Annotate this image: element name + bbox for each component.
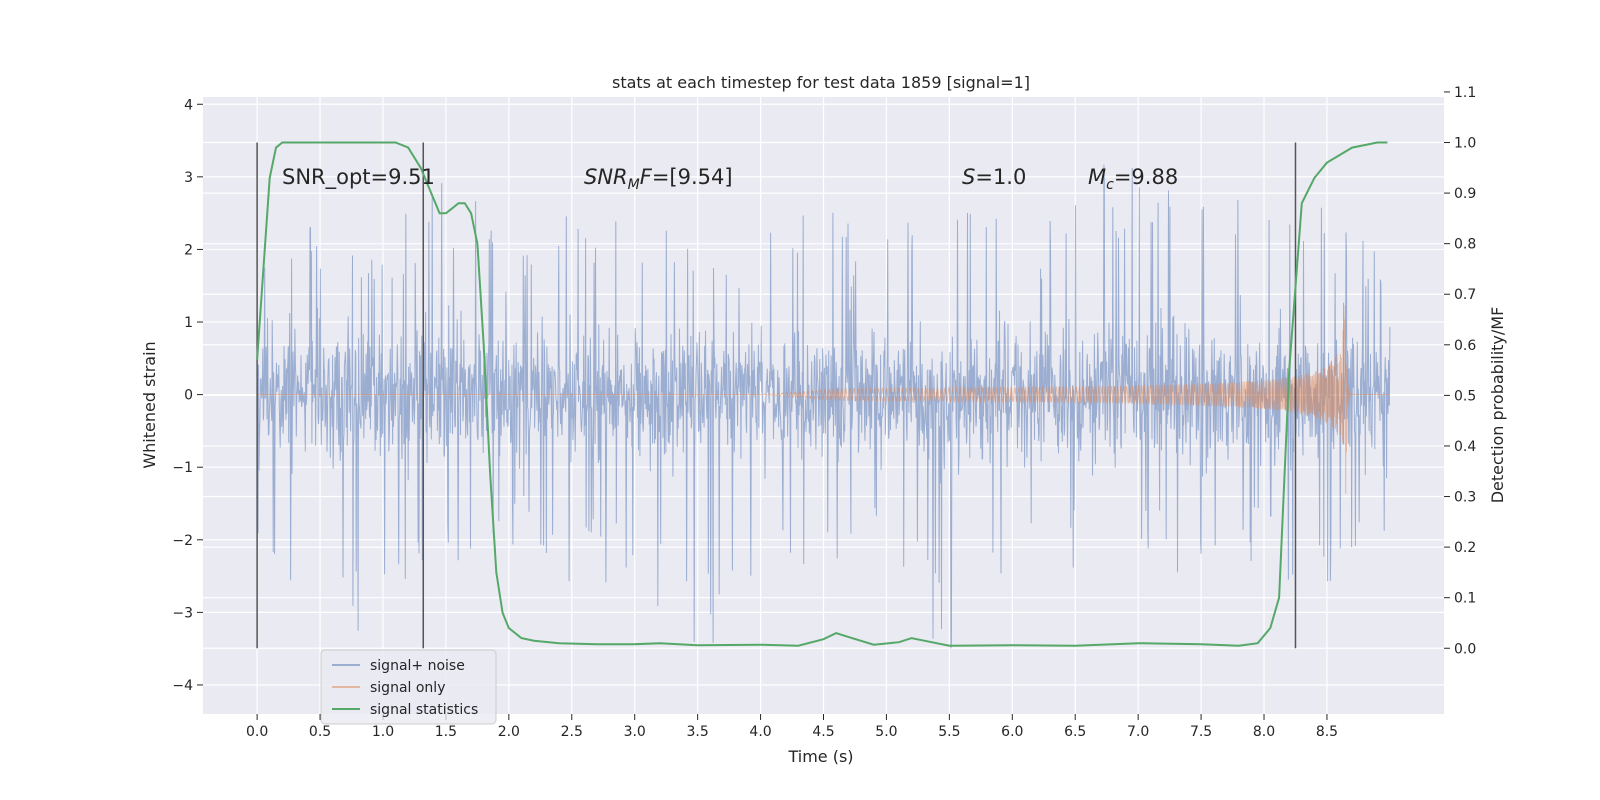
y-left-tick-label: 1 xyxy=(184,315,193,331)
annotation-snr-mf-value: =[9.54] xyxy=(652,165,733,189)
y-right-tick-label: 0.4 xyxy=(1454,439,1476,455)
x-tick-label: 2.5 xyxy=(561,724,583,740)
y-left-tick-label: 4 xyxy=(184,97,193,113)
y-right-tick-label: 0.0 xyxy=(1454,641,1476,657)
y-left-tick-label: −4 xyxy=(172,678,193,694)
y-left-tick-label: −2 xyxy=(172,533,193,549)
legend: signal+ noise signal only signal statist… xyxy=(320,649,497,725)
y-axis-right-label: Detection probability/MF xyxy=(1488,307,1507,504)
annotation-mc-value-text: =9.88 xyxy=(1114,165,1178,189)
legend-box xyxy=(320,649,497,725)
y-right-tick-label: 0.2 xyxy=(1454,540,1476,556)
x-tick-label: 7.5 xyxy=(1190,724,1212,740)
chart-title: stats at each timestep for test data 185… xyxy=(612,73,1030,92)
annotation-snr-opt: SNR_opt=9.51 xyxy=(282,165,435,190)
y-right-tick-label: 0.5 xyxy=(1454,388,1476,404)
x-tick-label: 2.0 xyxy=(498,724,520,740)
x-tick-label: 7.0 xyxy=(1127,724,1149,740)
y-right-tick-label: 1.0 xyxy=(1454,136,1476,152)
legend-label-signal-noise: signal+ noise xyxy=(370,658,465,674)
y-left-tick-label: −1 xyxy=(172,460,193,476)
x-tick-label: 4.0 xyxy=(749,724,771,740)
series-signal-only xyxy=(257,305,1390,494)
signal-noise-line xyxy=(256,164,1391,649)
x-tick-label: 1.5 xyxy=(435,724,457,740)
y-right-tick-label: 0.7 xyxy=(1454,287,1476,303)
x-axis-ticks: 0.0 0.5 1.0 1.5 2.0 2.5 3.0 3.5 4.0 4.5 5.0 5.5 6.0 6… xyxy=(246,714,1338,740)
y-axis-right-ticks: 0.0 0.1 0.2 0.3 0.4 0.5 0.6 0.7 0.8 0.9 1.0 1.1 xyxy=(1444,85,1476,657)
x-tick-label: 6.0 xyxy=(1001,724,1023,740)
x-tick-label: 3.0 xyxy=(624,724,646,740)
series-signal-noise xyxy=(256,164,1391,649)
vertical-markers xyxy=(256,142,1297,649)
x-tick-label: 3.5 xyxy=(687,724,709,740)
y-left-tick-label: 0 xyxy=(184,388,193,404)
annotation-snr-mf: SNRMF=[9.54] xyxy=(584,165,733,193)
signal-statistics-line xyxy=(256,141,1388,647)
y-right-tick-label: 0.8 xyxy=(1454,237,1476,253)
x-tick-label: 0.5 xyxy=(309,724,331,740)
x-tick-label: 0.0 xyxy=(246,724,268,740)
y-right-tick-label: 0.1 xyxy=(1454,591,1476,607)
annotation-mc-value: Mc=9.88 xyxy=(1088,165,1178,193)
series-signal-statistics xyxy=(256,141,1388,647)
y-right-tick-label: 0.9 xyxy=(1454,186,1476,202)
legend-label-signal-only: signal only xyxy=(370,680,445,696)
x-tick-label: 8.0 xyxy=(1253,724,1275,740)
signal-only-line xyxy=(257,305,1390,494)
y-left-tick-label: −3 xyxy=(172,605,193,621)
y-right-tick-label: 0.6 xyxy=(1454,338,1476,354)
x-tick-label: 5.5 xyxy=(938,724,960,740)
annotation-s-value-text: =1.0 xyxy=(975,165,1026,189)
y-axis-left-ticks: −4 −3 −2 −1 0 1 2 3 4 xyxy=(172,97,203,694)
annotation-s-value: S=1.0 xyxy=(962,165,1026,189)
x-axis-label: Time (s) xyxy=(787,747,853,766)
y-axis-left-label: Whitened strain xyxy=(140,341,159,468)
legend-label-signal-statistics: signal statistics xyxy=(370,702,478,718)
y-left-tick-label: 3 xyxy=(184,170,193,186)
x-tick-label: 5.0 xyxy=(875,724,897,740)
y-left-tick-label: 2 xyxy=(184,242,193,258)
x-tick-label: 1.0 xyxy=(372,724,394,740)
y-right-tick-label: 0.3 xyxy=(1454,490,1476,506)
x-tick-label: 8.5 xyxy=(1316,724,1338,740)
y-right-tick-label: 1.1 xyxy=(1454,85,1476,101)
x-tick-label: 4.5 xyxy=(812,724,834,740)
x-tick-label: 6.5 xyxy=(1064,724,1086,740)
